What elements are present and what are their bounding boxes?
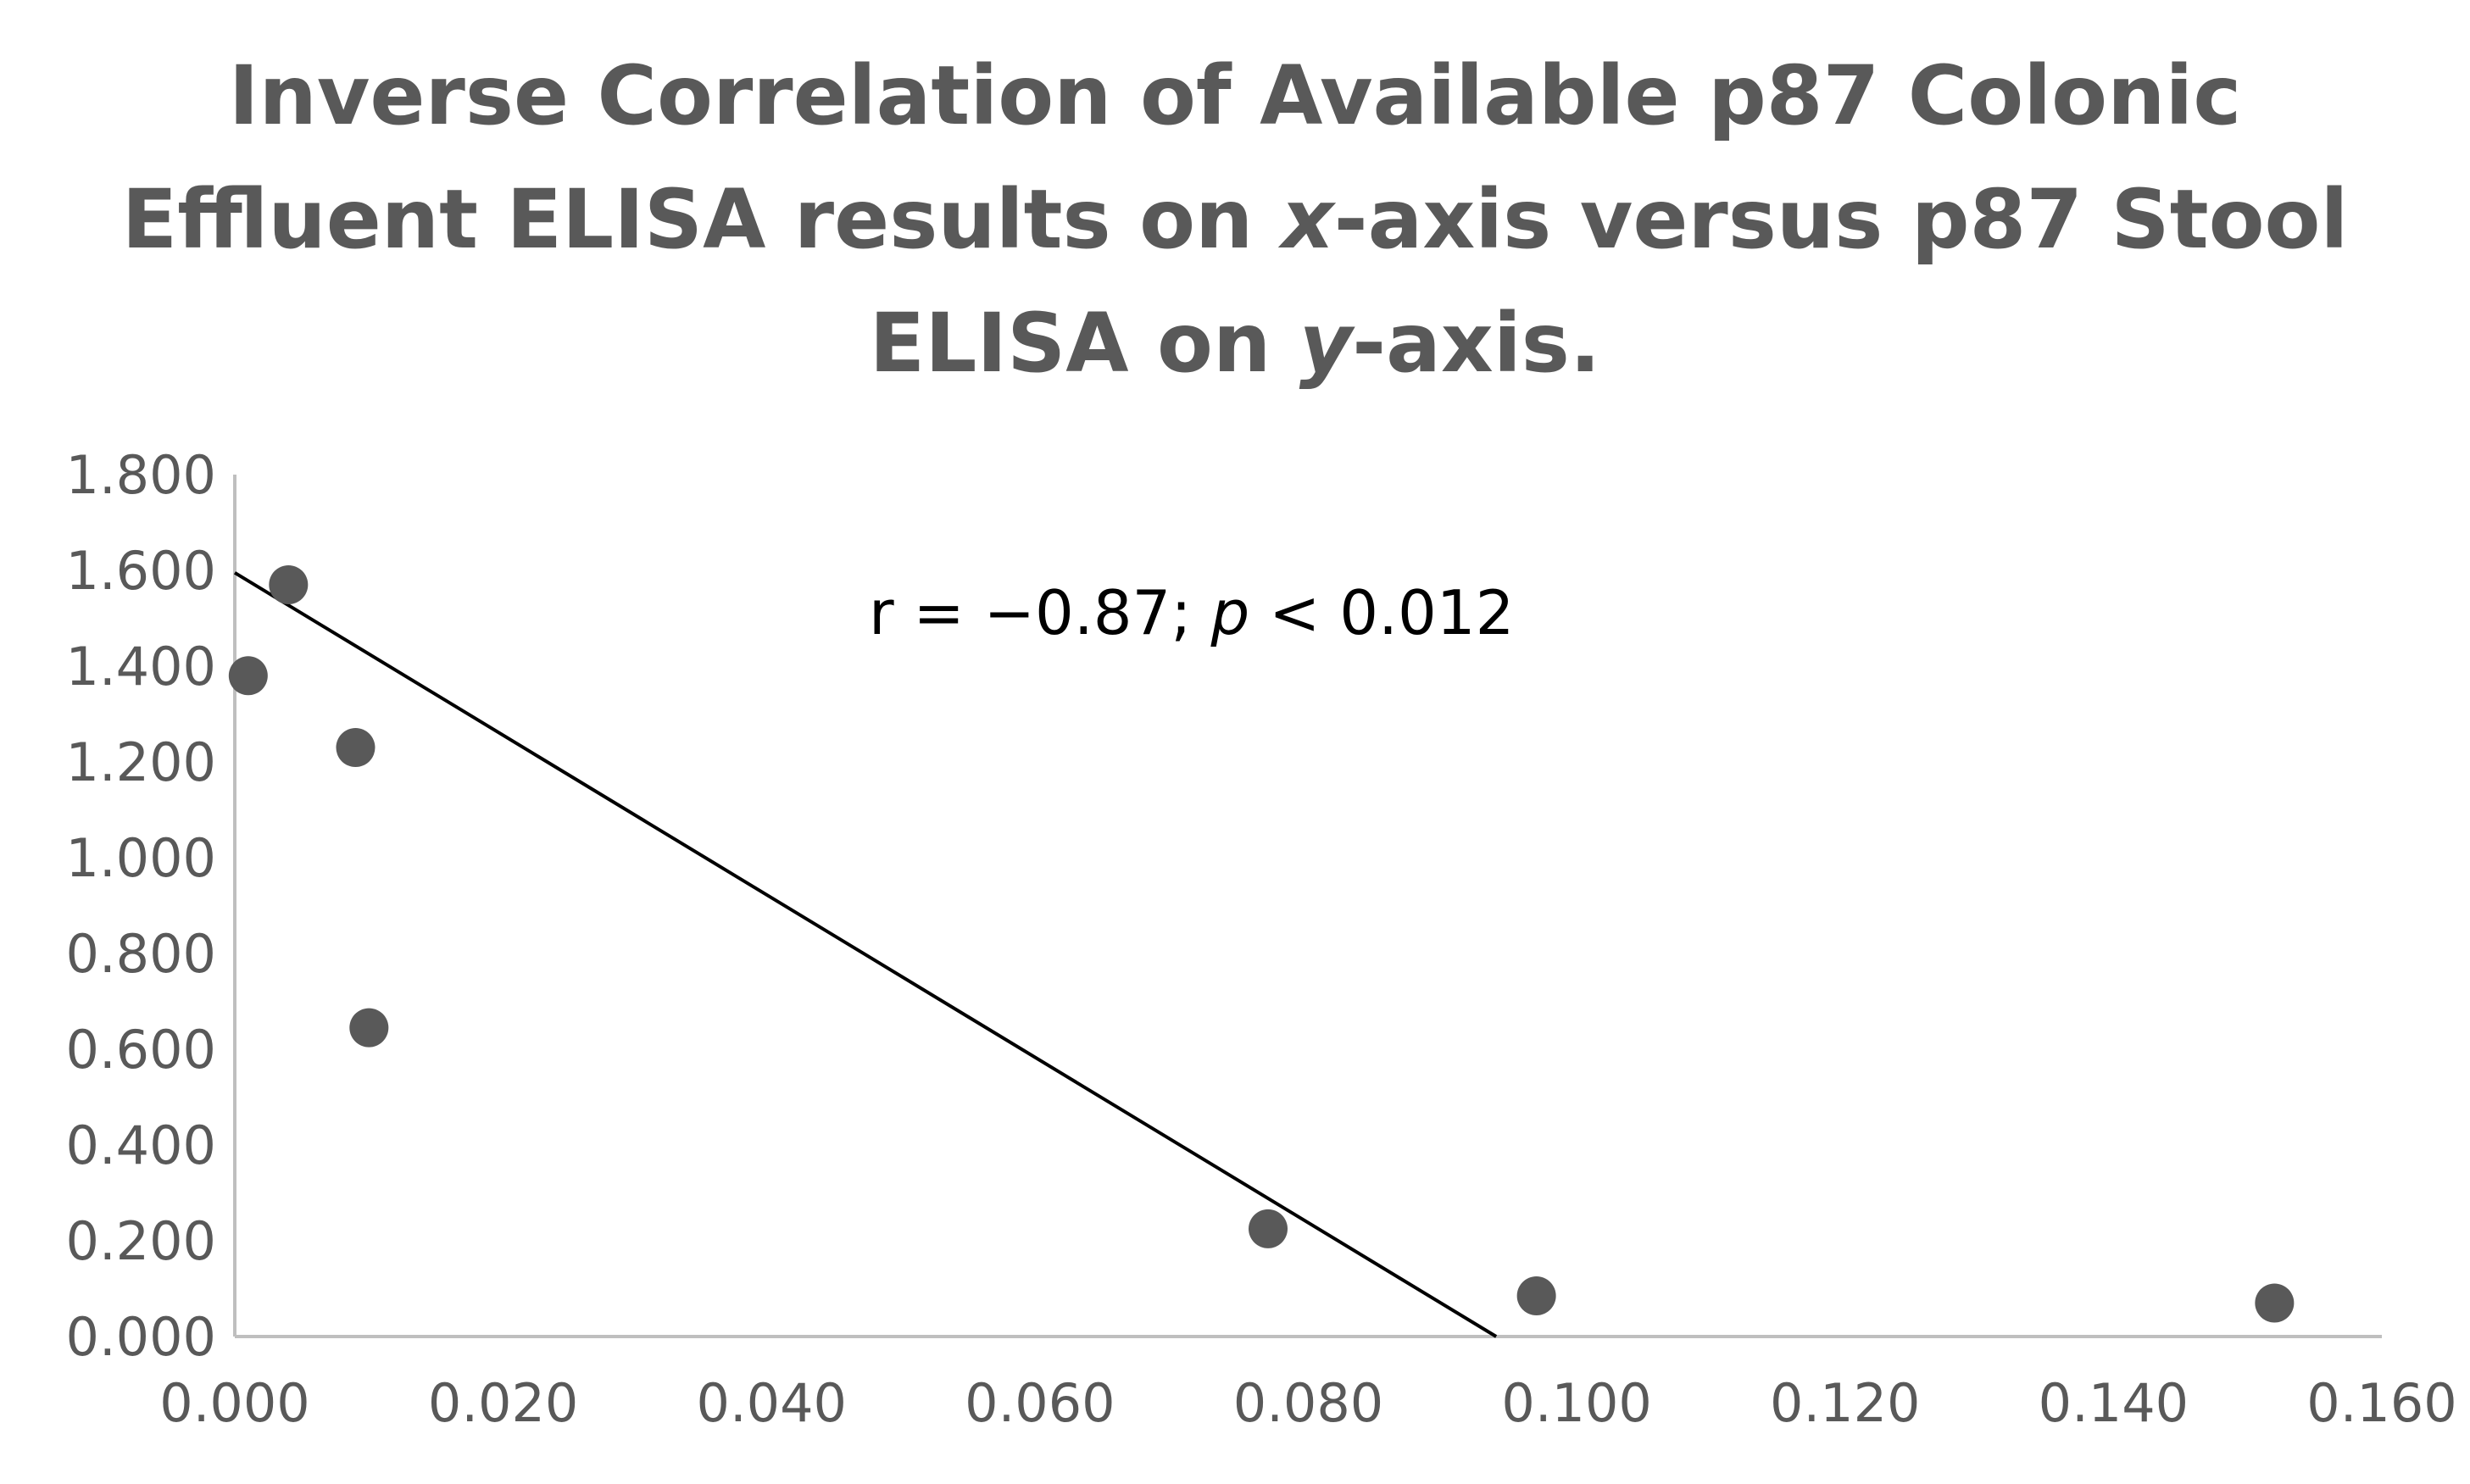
chart-title: Inverse Correlation of Available p87 Col… — [0, 34, 2470, 405]
x-tick-label: 0.160 — [2306, 1372, 2457, 1434]
x-tick-label: 0.000 — [159, 1372, 310, 1434]
y-tick-label: 1.600 — [66, 540, 217, 602]
data-point — [2255, 1283, 2295, 1323]
title-part: -axis. — [1352, 296, 1601, 391]
y-tick-label: 0.200 — [66, 1210, 217, 1272]
y-tick-labels: 0.000 0.200 0.400 0.600 0.800 1.000 1.200 1.400… — [66, 444, 217, 1368]
data-point — [1249, 1209, 1288, 1248]
data-point — [336, 728, 376, 768]
y-tick-label: 0.400 — [66, 1114, 217, 1176]
annotation-part: r = −0.87; — [869, 577, 1211, 648]
trendline — [233, 571, 1498, 1338]
x-tick-label: 0.040 — [697, 1372, 848, 1434]
title-part: Inverse Correlation of Available p87 Col… — [228, 48, 2242, 143]
y-tick-label: 1.800 — [66, 444, 217, 506]
correlation-annotation: r = −0.87; p < 0.012 — [869, 577, 1514, 648]
x-tick-label: 0.060 — [965, 1372, 1115, 1434]
x-tick-label: 0.020 — [428, 1372, 579, 1434]
x-tick-labels: 0.000 0.020 0.040 0.060 0.080 0.100 0.120 0.140… — [159, 1372, 2457, 1434]
title-part: ELISA on — [869, 296, 1299, 391]
x-tick-label: 0.080 — [1233, 1372, 1384, 1434]
x-tick-label: 0.140 — [2039, 1372, 2189, 1434]
x-tick-label: 0.100 — [1501, 1372, 1652, 1434]
title-part: x — [1281, 172, 1334, 267]
y-tick-label: 1.200 — [66, 731, 217, 793]
data-points — [228, 564, 2295, 1323]
y-tick-label: 1.400 — [66, 636, 217, 698]
trendline-group — [233, 571, 1498, 1338]
data-point — [228, 656, 268, 696]
y-tick-label: 1.000 — [66, 827, 217, 889]
axes — [233, 475, 2382, 1338]
x-tick-label: 0.120 — [1770, 1372, 1921, 1434]
data-point — [269, 564, 309, 604]
title-part: -axis versus p87 Stool — [1333, 172, 2349, 267]
data-point — [349, 1008, 389, 1048]
data-point — [1516, 1276, 1556, 1315]
title-part: Effluent ELISA results on — [121, 172, 1282, 267]
y-tick-label: 0.600 — [66, 1019, 217, 1081]
annotation-part: p — [1210, 577, 1250, 648]
y-tick-label: 0.000 — [66, 1306, 217, 1368]
title-part: y — [1299, 296, 1353, 391]
annotation-part: < 0.012 — [1249, 577, 1514, 648]
y-tick-label: 0.800 — [66, 923, 217, 985]
